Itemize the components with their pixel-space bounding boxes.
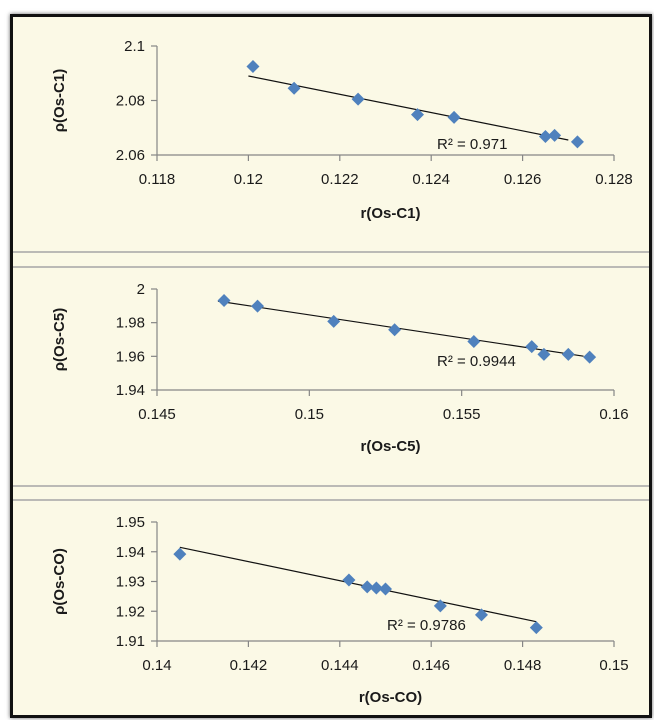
data-point (525, 340, 539, 354)
x-tick-label: 0.15 (599, 657, 628, 674)
data-point (369, 581, 383, 595)
data-point (538, 129, 552, 143)
y-tick-label: 1.98 (116, 315, 145, 332)
data-point (570, 135, 584, 149)
x-tick-label: 0.148 (504, 657, 542, 674)
x-tick-label: 0.146 (412, 657, 450, 674)
x-tick-label: 0.12 (234, 171, 263, 188)
x-tick-label: 0.126 (504, 171, 542, 188)
data-point (548, 128, 562, 142)
x-tick-label: 0.128 (595, 171, 633, 188)
data-point (537, 347, 551, 361)
y-axis-label: ρ(Os-C5) (51, 308, 68, 371)
x-tick-label: 0.16 (599, 406, 628, 423)
data-point (388, 323, 402, 337)
x-tick-label: 0.15 (295, 406, 324, 423)
data-point (246, 59, 260, 73)
data-point (433, 599, 447, 613)
data-point (561, 347, 575, 361)
data-point (351, 92, 365, 106)
r-squared-annotation: R² = 0.9786 (387, 617, 466, 634)
trendline (179, 546, 537, 623)
x-axis-label: r(Os-C5) (360, 438, 420, 455)
data-point (379, 582, 392, 596)
x-axis-label: r(Os-C1) (360, 205, 420, 222)
data-point (327, 314, 341, 328)
trendline (217, 300, 584, 357)
y-tick-label: 1.95 (116, 514, 145, 531)
r-squared-annotation: R² = 0.9944 (437, 353, 516, 370)
data-point (467, 335, 481, 349)
data-point (217, 293, 231, 307)
data-point (447, 110, 461, 124)
y-axis-label: ρ(Os-CO) (51, 548, 68, 615)
y-tick-label: 2.08 (116, 93, 145, 110)
data-point (474, 608, 488, 622)
y-tick-label: 2.1 (124, 38, 145, 55)
x-tick-label: 0.142 (230, 657, 268, 674)
r-squared-annotation: R² = 0.971 (437, 136, 507, 153)
trendline (248, 75, 569, 141)
data-point (529, 621, 543, 635)
y-tick-label: 2.06 (116, 147, 145, 164)
data-point (251, 299, 265, 313)
y-axis-label: ρ(Os-C1) (51, 69, 68, 132)
y-tick-label: 2 (137, 281, 145, 298)
data-point (360, 580, 374, 594)
x-axis-label: r(Os-CO) (359, 689, 422, 706)
y-tick-label: 1.93 (116, 574, 145, 591)
data-point (410, 108, 424, 122)
x-tick-label: 0.155 (443, 406, 481, 423)
x-tick-label: 0.118 (139, 171, 175, 188)
y-tick-label: 1.91 (116, 633, 145, 650)
data-point (342, 573, 356, 587)
x-tick-label: 0.122 (321, 171, 359, 188)
y-tick-label: 1.94 (116, 382, 145, 399)
y-tick-label: 1.94 (116, 544, 145, 561)
data-point (583, 350, 597, 364)
x-tick-label: 0.124 (412, 171, 450, 188)
x-tick-label: 0.145 (138, 406, 176, 423)
y-tick-label: 1.96 (116, 348, 145, 365)
data-point (287, 81, 301, 95)
data-point (173, 547, 187, 561)
x-tick-label: 0.14 (142, 657, 171, 674)
x-tick-label: 0.144 (321, 657, 359, 674)
y-tick-label: 1.92 (116, 603, 145, 620)
